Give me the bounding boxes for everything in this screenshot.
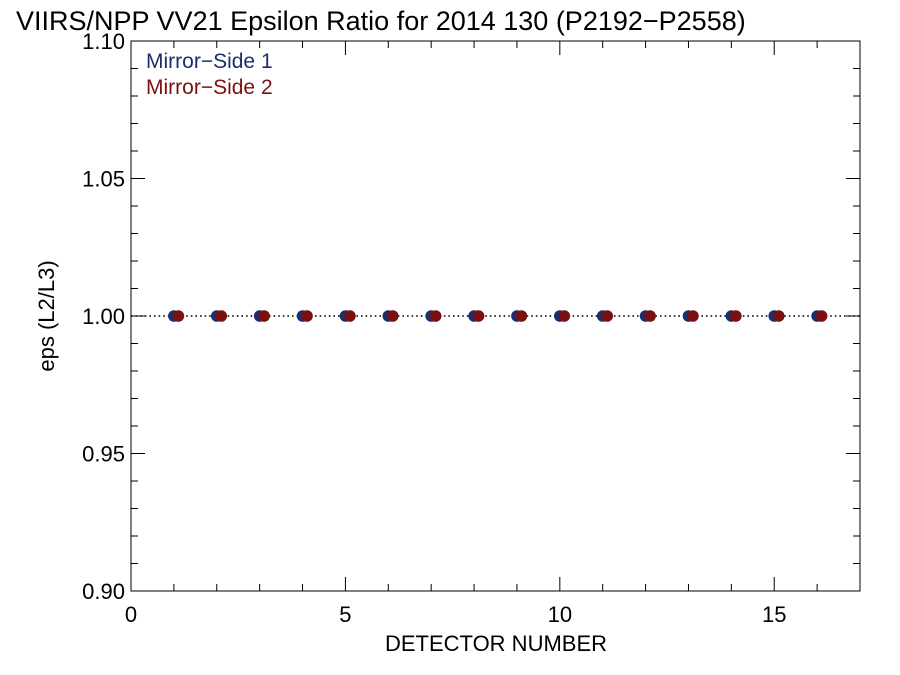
y-tick-label: 0.95 [82, 442, 125, 467]
x-axis-label: DETECTOR NUMBER [385, 631, 607, 656]
data-point [429, 310, 442, 322]
data-point [772, 310, 785, 322]
data-point [687, 310, 699, 322]
data-point [301, 310, 313, 322]
x-tick-labels: 0 5 10 15 [125, 602, 787, 627]
legend-entry: Mirror−Side 2 [146, 76, 273, 99]
data-point [344, 310, 356, 322]
x-tick-label: 10 [548, 602, 572, 627]
data-point [558, 310, 571, 322]
data-point [215, 310, 228, 322]
data-point [601, 310, 614, 322]
data-point [472, 310, 485, 322]
y-tick-label: 1.05 [82, 167, 125, 192]
y-tick-label: 1.10 [82, 29, 125, 54]
data-point [386, 310, 399, 322]
chart-title: VIIRS/NPP VV21 Epsilon Ratio for 2014 13… [16, 6, 746, 36]
data-point [730, 310, 742, 322]
data-point [515, 310, 528, 322]
data-points [168, 310, 828, 322]
x-tick-label: 15 [762, 602, 786, 627]
y-tick-label: 1.00 [82, 304, 125, 329]
data-point [172, 310, 185, 322]
data-point [258, 310, 270, 322]
x-tick-label: 5 [339, 602, 351, 627]
legend: Mirror−Side 1 Mirror−Side 2 [146, 50, 273, 99]
y-axis-label: eps (L2/L3) [34, 260, 59, 371]
series-2 [172, 310, 828, 322]
y-tick-label: 0.90 [82, 579, 125, 604]
x-tick-label: 0 [125, 602, 137, 627]
data-point [815, 310, 828, 322]
y-tick-labels: 0.90 0.95 1.00 1.05 1.10 [82, 29, 125, 604]
data-point [644, 310, 656, 322]
legend-entry: Mirror−Side 1 [146, 50, 273, 73]
